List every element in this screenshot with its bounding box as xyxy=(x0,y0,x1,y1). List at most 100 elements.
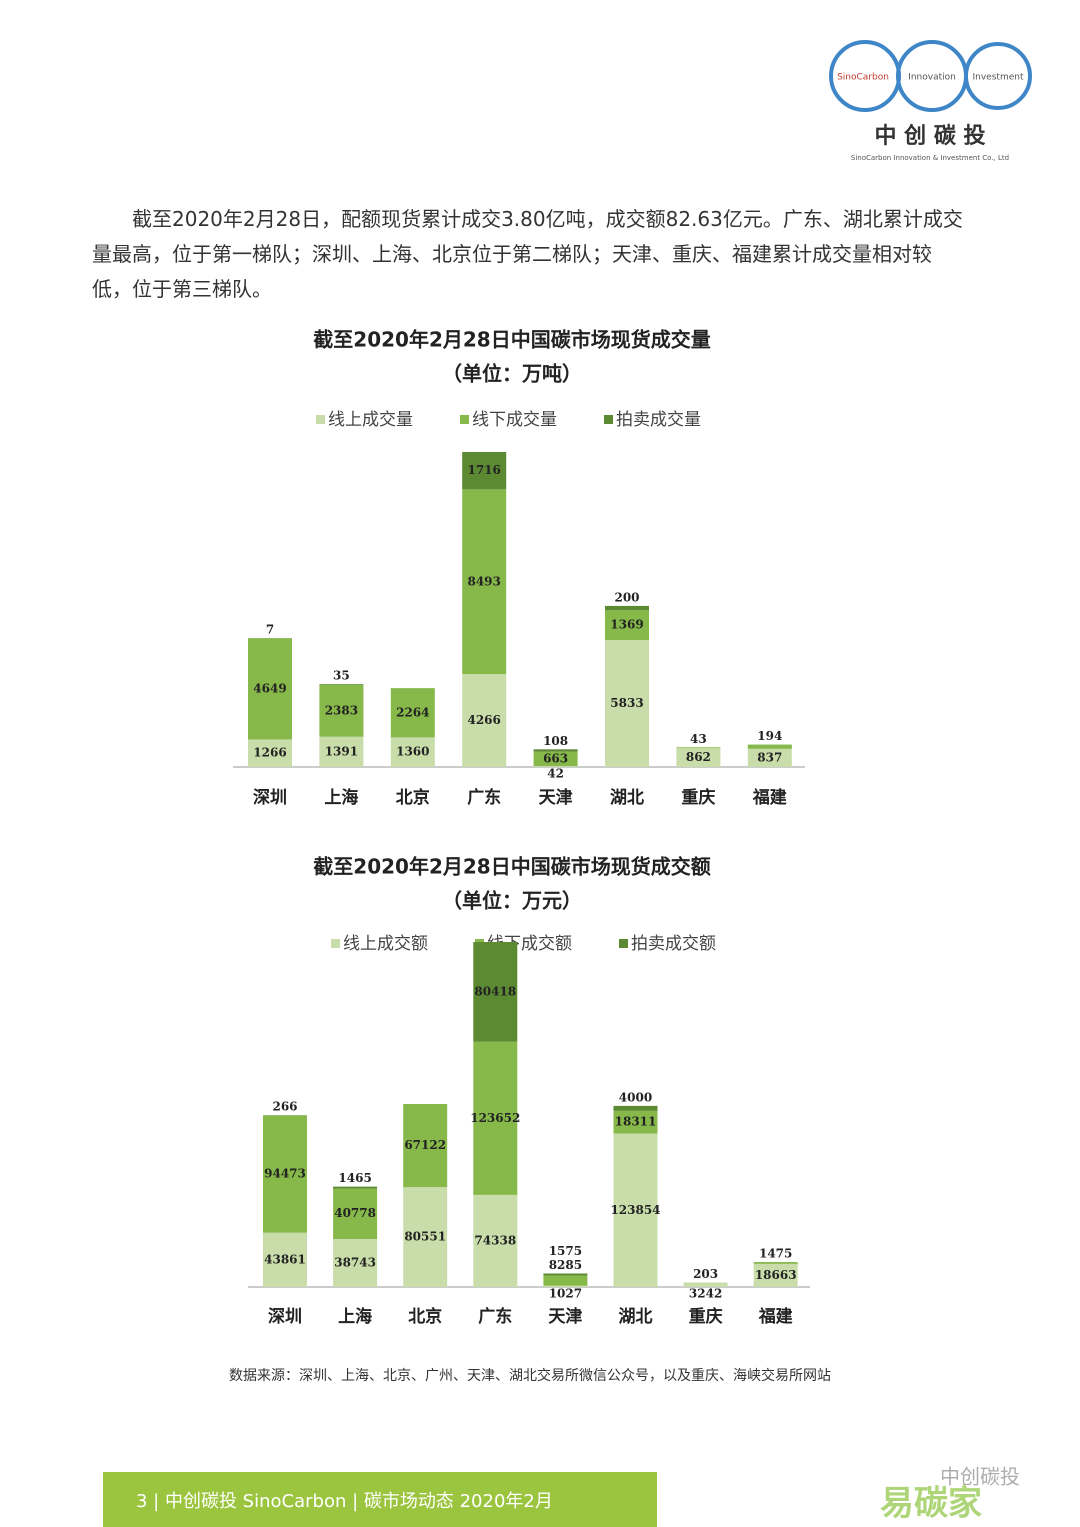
x-tick-label: 天津 xyxy=(539,787,573,808)
value-label: 18311 xyxy=(615,1115,657,1129)
x-tick-label: 深圳 xyxy=(253,787,287,808)
legend-label: 线下成交量 xyxy=(472,410,557,430)
value-label: 1716 xyxy=(467,463,500,477)
value-label: 80551 xyxy=(404,1230,446,1244)
bar-segment xyxy=(248,739,292,767)
x-tick-label: 湖北 xyxy=(619,1307,653,1327)
legend-swatch xyxy=(460,415,469,424)
chart-title: 截至2020年2月28日中国碳市场现货成交额 xyxy=(313,855,710,879)
bar-segment xyxy=(683,1282,728,1287)
bar-segment xyxy=(605,640,649,767)
value-label: 8285 xyxy=(549,1258,582,1272)
bar-segment xyxy=(543,1285,588,1287)
value-label: 40778 xyxy=(334,1206,376,1220)
bar-segment xyxy=(333,1238,378,1287)
value-label: 2264 xyxy=(396,705,429,719)
value-label: 837 xyxy=(757,750,782,764)
bar-segment xyxy=(533,766,578,767)
logo xyxy=(829,40,1032,112)
x-tick-label: 深圳 xyxy=(268,1306,302,1327)
legend-swatch xyxy=(604,415,613,424)
value-label: 108 xyxy=(543,734,568,748)
source-note: 数据来源：深圳、上海、北京、广州、天津、湖北交易所微信公众号，以及重庆、海峡交易… xyxy=(229,1367,831,1384)
bar-segment xyxy=(543,1273,588,1276)
bar-segment xyxy=(605,610,649,641)
value-label: 1027 xyxy=(549,1287,582,1301)
chart-title: 截至2020年2月28日中国碳市场现货成交量 xyxy=(313,328,710,352)
bar-segment xyxy=(533,749,578,752)
bar-segment xyxy=(613,1110,658,1134)
value-label: 1266 xyxy=(253,746,286,760)
x-tick-label: 福建 xyxy=(758,1306,793,1327)
value-label: 123652 xyxy=(470,1111,520,1125)
watermark: 中创碳投 xyxy=(940,1465,1020,1489)
value-label: 1465 xyxy=(338,1171,371,1185)
footer-bar xyxy=(103,1472,657,1527)
bar-segment xyxy=(462,674,507,767)
value-label: 1575 xyxy=(549,1244,582,1258)
value-label: 4000 xyxy=(619,1090,652,1104)
bar-segment xyxy=(676,748,721,767)
value-label: 4649 xyxy=(253,681,286,695)
bar-segment xyxy=(753,1262,798,1264)
legend-label: 线上成交额 xyxy=(343,934,428,954)
value-label: 18663 xyxy=(755,1268,797,1282)
value-label: 74338 xyxy=(474,1233,516,1247)
bar-segment xyxy=(676,747,721,749)
paragraph: 截至2020年2月28日，配额现货累计成交3.80亿吨，成交额82.63亿元。广… xyxy=(92,207,963,301)
x-tick-label: 北京 xyxy=(408,1306,442,1327)
value-label: 663 xyxy=(543,751,568,765)
chart-subtitle: （单位：万元） xyxy=(442,889,582,913)
bar-segment xyxy=(333,1188,378,1239)
bar-segment xyxy=(473,1041,518,1195)
value-label: 42 xyxy=(547,767,564,781)
legend-label: 拍卖成交量 xyxy=(616,410,701,430)
chart-subtitle: （单位：万吨） xyxy=(442,362,582,386)
value-label: 8493 xyxy=(467,574,500,588)
bar-segment xyxy=(319,684,364,685)
x-tick-label: 北京 xyxy=(396,787,430,808)
value-label: 7 xyxy=(266,623,274,637)
value-label: 862 xyxy=(686,750,711,764)
x-tick-label: 上海 xyxy=(324,787,358,808)
value-label: 1369 xyxy=(610,618,643,632)
bar-segment xyxy=(390,737,435,767)
logo-text: Innovation xyxy=(908,73,956,83)
bar-segment xyxy=(613,1133,658,1287)
bar-segment xyxy=(533,751,578,767)
value-label: 43 xyxy=(690,732,707,746)
value-label: 203 xyxy=(693,1267,718,1281)
value-label: 200 xyxy=(614,590,639,604)
x-tick-label: 重庆 xyxy=(689,1306,723,1327)
value-label: 2383 xyxy=(325,703,358,717)
value-label: 67122 xyxy=(404,1138,446,1152)
value-label: 3242 xyxy=(689,1287,722,1301)
footer-text: 3 | 中创碳投 SinoCarbon | 碳市场动态 2020年2月 xyxy=(136,1491,553,1512)
bar-segment xyxy=(605,605,649,611)
bar-segment xyxy=(462,489,507,675)
x-tick-label: 重庆 xyxy=(681,787,715,808)
bar-segment xyxy=(753,1263,798,1287)
x-tick-label: 湖北 xyxy=(610,788,644,808)
watermark: 易碳家 xyxy=(880,1484,982,1524)
value-label: 38743 xyxy=(334,1255,376,1269)
bar-segment xyxy=(747,748,792,767)
legend-swatch xyxy=(619,939,628,948)
bar-segment xyxy=(543,1275,588,1286)
value-label: 1391 xyxy=(325,744,358,758)
value-label: 194 xyxy=(757,729,782,743)
bar-segment xyxy=(333,1186,378,1189)
legend-swatch xyxy=(316,415,325,424)
x-tick-label: 上海 xyxy=(338,1306,372,1327)
bar-segment xyxy=(263,1232,307,1287)
logo-text: Investment xyxy=(973,73,1024,83)
bar-segment xyxy=(390,688,435,738)
bar-segment xyxy=(473,1194,518,1287)
bar-segment xyxy=(462,452,507,490)
bar-segment xyxy=(747,744,792,749)
value-label: 1360 xyxy=(396,745,429,759)
bar-segment xyxy=(403,1104,448,1188)
bar-segment xyxy=(613,1105,658,1111)
